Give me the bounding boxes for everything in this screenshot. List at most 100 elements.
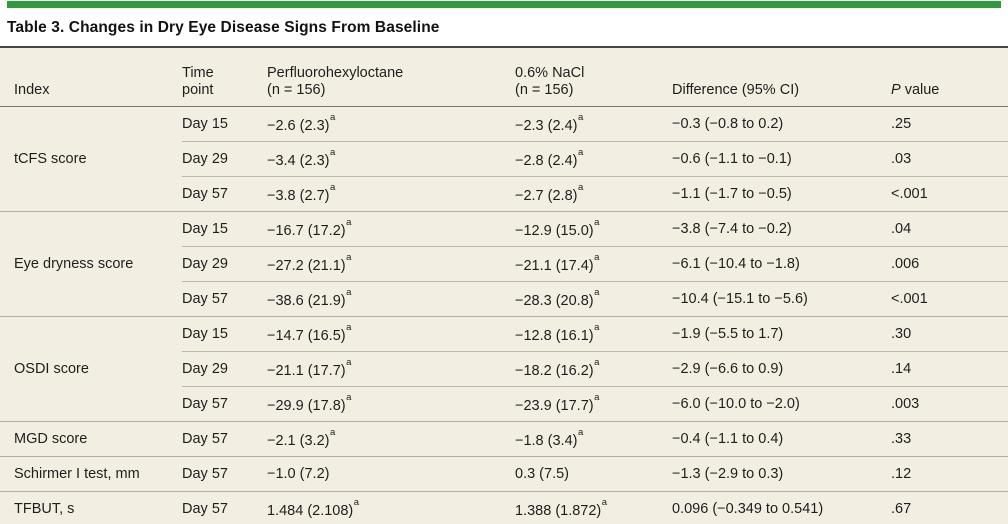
footnote-marker-a: a (346, 286, 352, 298)
cell-p-value-text: .67 (891, 500, 912, 517)
cell-nacl-value-text: −12.8 (16.1) (515, 327, 594, 344)
header-text: point (182, 82, 214, 98)
cell-difference-text: −1.9 (−5.5 to 1.7) (672, 325, 784, 342)
p-value-rest: value (900, 82, 940, 98)
footnote-marker-a: a (577, 146, 584, 158)
cell-perfluorohexyloctane-value: −3.4 (2.3)a (267, 141, 515, 177)
cell-index: Eye dryness score (0, 211, 182, 317)
cell-difference: 0.096 (−0.349 to 0.541) (672, 491, 891, 524)
cell-nacl-value-text: −1.8 (3.4) (515, 432, 578, 449)
cell-difference-text: −3.8 (−7.4 to −0.2) (672, 220, 792, 237)
column-header-perfluorohexyloctane: Perfluorohexyloctane (n = 156) (267, 46, 515, 107)
footnote-marker-a: a (346, 251, 352, 263)
table-row: Day 29 −27.2 (21.1)a −21.1 (17.4)a −6.1 (−1… (0, 246, 1008, 282)
footnote-marker-a: a (594, 216, 600, 228)
cell-p-value: .003 (891, 386, 1008, 422)
cell-nacl-value: −23.9 (17.7)a (515, 386, 672, 422)
cell-index: TFBUT, s (0, 491, 182, 524)
cell-p-value: <.001 (891, 176, 1008, 212)
header-text: Time (182, 65, 214, 81)
footnote-marker-a: a (346, 391, 352, 403)
cell-p-value-text: .14 (891, 360, 912, 377)
cell-index-text: Eye dryness score (14, 255, 134, 272)
cell-time-point-text: Day 15 (182, 220, 228, 237)
footnote-marker-a: a (577, 111, 584, 123)
cell-perfluorohexyloctane-value: −29.9 (17.8)a (267, 386, 515, 422)
cell-perfluorohexyloctane-value: −3.8 (2.7)a (267, 176, 515, 212)
cell-perfluorohexyloctane-value: −27.2 (21.1)a (267, 246, 515, 282)
cell-nacl-value-text: −21.1 (17.4) (515, 257, 594, 274)
footnote-marker-a: a (594, 251, 600, 263)
footnote-marker-a: a (594, 391, 600, 403)
cell-perfluorohexyloctane-value-text: 1.484 (2.108) (267, 502, 354, 519)
cell-p-value: .25 (891, 107, 1008, 142)
cell-time-point-text: Day 15 (182, 325, 228, 342)
table-row: MGD score Day 57 −2.1 (3.2)a −1.8 (3.4) a −0.… (0, 421, 1008, 457)
cell-time-point-text: Day 15 (182, 115, 228, 132)
header-text: Difference (95% CI) (672, 82, 800, 98)
cell-difference: −6.0 (−10.0 to −2.0) (672, 386, 891, 422)
table-accent-bar (7, 1, 1001, 8)
table-row: TFBUT, s Day 57 1.484 (2.108)a 1.388 (1.872… (0, 491, 1008, 524)
table-row: Day 57 −38.6 (21.9)a −28.3 (20.8)a −10.4 (−… (0, 281, 1008, 317)
cell-time-point: Day 57 (182, 386, 267, 422)
table-row: Schirmer I test, mm Day 57 −1.0 (7.2) 0.3 (… (0, 456, 1008, 492)
cell-difference: −0.4 (−1.1 to 0.4) (672, 421, 891, 457)
cell-perfluorohexyloctane-value-text: −27.2 (21.1) (267, 257, 346, 274)
cell-index: OSDI score (0, 316, 182, 422)
footnote-marker-a: a (346, 356, 352, 368)
cell-perfluorohexyloctane-value-text: −16.7 (17.2) (267, 222, 346, 239)
cell-time-point: Day 15 (182, 107, 267, 142)
table-row: Day 29 −3.4 (2.3)a −2.8 (2.4)a −0.6 (−1.1 t… (0, 141, 1008, 177)
cell-perfluorohexyloctane-value: 1.484 (2.108)a (267, 491, 515, 524)
cell-p-value: .14 (891, 351, 1008, 387)
cell-p-value-text: .33 (891, 430, 912, 447)
footnote-marker-a: a (346, 216, 352, 228)
cell-perfluorohexyloctane-value: −2.1 (3.2)a (267, 421, 515, 457)
cell-index-text: TFBUT, s (14, 500, 75, 517)
cell-p-value-text: .30 (891, 325, 912, 342)
cell-nacl-value: −2.8 (2.4)a (515, 141, 672, 177)
column-header-difference: Difference (95% CI) (672, 46, 891, 107)
column-header-p-value: P value (891, 46, 1008, 107)
cell-difference-text: −6.1 (−10.4 to −1.8) (672, 255, 800, 272)
cell-p-value-text: <.001 (891, 290, 928, 307)
footnote-marker-a: a (329, 426, 336, 438)
cell-nacl-value: 1.388 (1.872)a (515, 491, 672, 524)
cell-p-value: .67 (891, 491, 1008, 524)
cell-time-point-text: Day 57 (182, 185, 228, 202)
cell-difference-text: −10.4 (−15.1 to −5.6) (672, 290, 808, 307)
cell-index-text: OSDI score (14, 360, 89, 377)
cell-difference: −0.6 (−1.1 to −0.1) (672, 141, 891, 177)
cell-perfluorohexyloctane-value: −21.1 (17.7)a (267, 351, 515, 387)
cell-time-point-text: Day 29 (182, 255, 228, 272)
cell-index-text: tCFS score (14, 150, 87, 167)
cell-p-value-text: .03 (891, 150, 912, 167)
cell-difference: −1.9 (−5.5 to 1.7) (672, 316, 891, 352)
cell-p-value-text: .006 (891, 255, 920, 272)
footnote-marker-a: a (346, 321, 352, 333)
footnote-marker-a: a (329, 111, 336, 123)
cell-perfluorohexyloctane-value: −16.7 (17.2)a (267, 211, 515, 247)
footnote-marker-a: a (329, 181, 336, 193)
cell-difference-text: −0.4 (−1.1 to 0.4) (672, 430, 784, 447)
cell-perfluorohexyloctane-value: −2.6 (2.3)a (267, 107, 515, 142)
table-title: Table 3. Changes in Dry Eye Disease Sign… (7, 19, 440, 36)
cell-difference: −1.3 (−2.9 to 0.3) (672, 456, 891, 492)
cell-time-point-text: Day 57 (182, 395, 228, 412)
cell-nacl-value: −21.1 (17.4)a (515, 246, 672, 282)
cell-perfluorohexyloctane-value-text: −2.1 (3.2) (267, 432, 330, 449)
cell-p-value-text: .12 (891, 465, 912, 482)
cell-perfluorohexyloctane-value: −14.7 (16.5)a (267, 316, 515, 352)
table-body: tCFS score Day 15 −2.6 (2.3)a −2.3 (2.4)a −0… (0, 107, 1008, 524)
cell-index: MGD score (0, 421, 182, 457)
cell-time-point: Day 57 (182, 421, 267, 457)
cell-p-value-text: .003 (891, 395, 920, 412)
cell-index-text: Schirmer I test, mm (14, 465, 140, 482)
p-value-italic-p: P (891, 82, 901, 98)
cell-difference-text: 0.096 (−0.349 to 0.541) (672, 500, 824, 517)
cell-difference-text: −0.6 (−1.1 to −0.1) (672, 150, 792, 167)
cell-p-value: .04 (891, 211, 1008, 247)
cell-nacl-value: −12.9 (15.0)a (515, 211, 672, 247)
cell-time-point-text: Day 57 (182, 290, 228, 307)
